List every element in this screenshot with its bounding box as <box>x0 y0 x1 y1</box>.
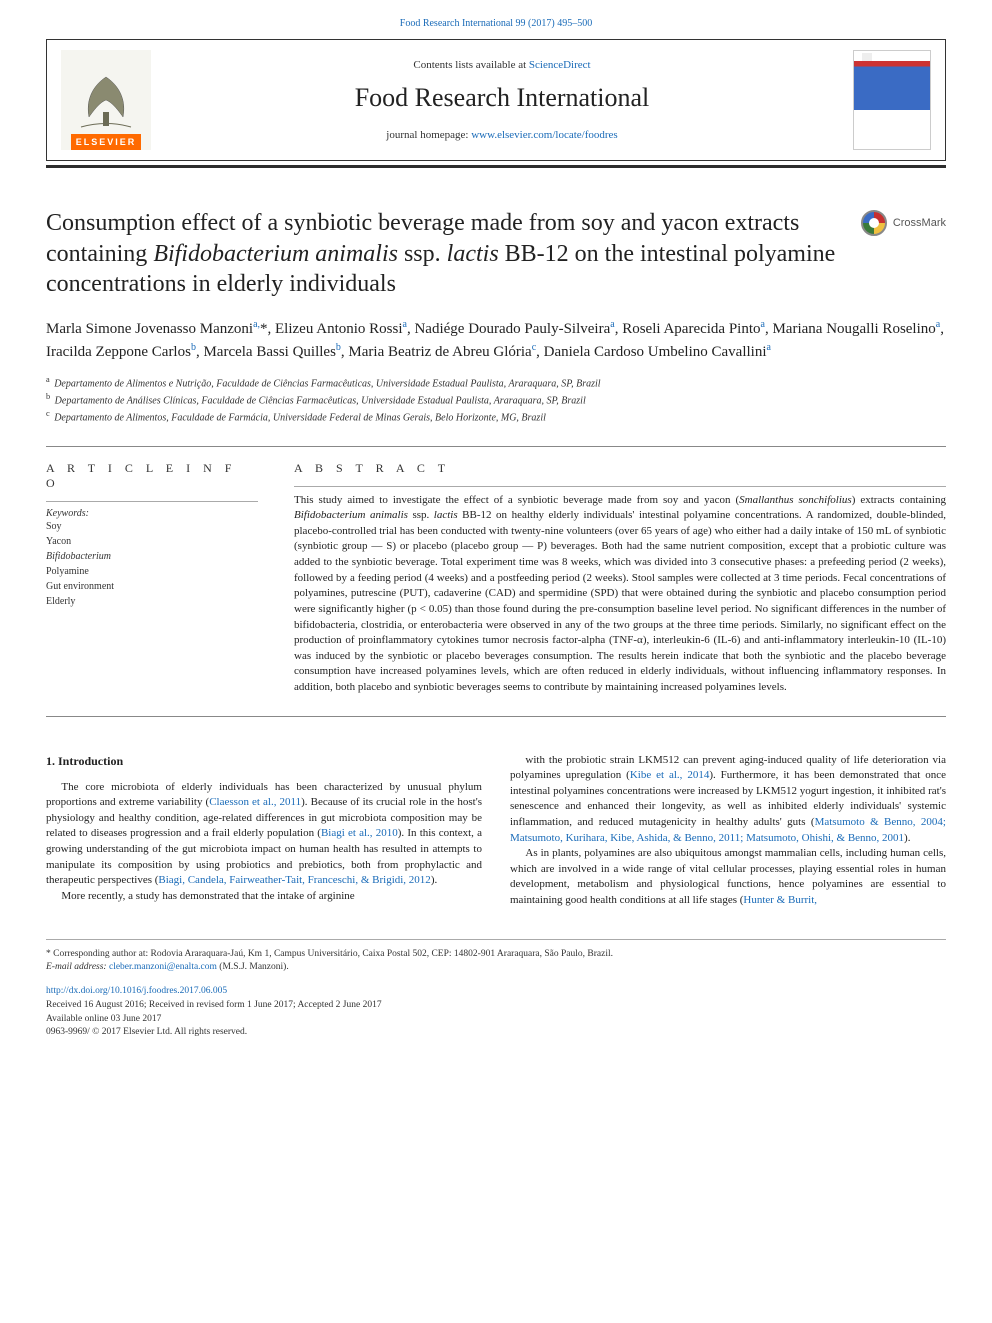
body-columns: 1. Introduction The core microbiota of e… <box>46 753 946 909</box>
article-info: A R T I C L E I N F O Keywords: Soy Yaco… <box>46 461 258 696</box>
affiliations: a Departamento de Alimentos e Nutrição, … <box>46 374 946 426</box>
keywords-list: Soy Yacon Bifidobacterium Polyamine Gut … <box>46 519 258 609</box>
elsevier-logo: ELSEVIER <box>61 50 151 150</box>
intro-para-1: The core microbiota of elderly individua… <box>46 780 482 889</box>
journal-homepage-link[interactable]: www.elsevier.com/locate/foodres <box>471 129 618 141</box>
keyword: Yacon <box>46 534 258 549</box>
doi-link[interactable]: http://dx.doi.org/10.1016/j.foodres.2017… <box>46 986 227 996</box>
crossmark-icon <box>861 210 887 236</box>
affiliation-b: b Departamento de Análises Clínicas, Fac… <box>46 391 946 408</box>
title-part-3: ssp. <box>398 241 447 267</box>
corresponding-author: * Corresponding author at: Rodovia Arara… <box>46 948 946 962</box>
available-line: Available online 03 June 2017 <box>46 1013 946 1027</box>
contents-line: Contents lists available at ScienceDirec… <box>165 59 839 71</box>
elsevier-wordmark: ELSEVIER <box>71 134 142 150</box>
abstract-text: This study aimed to investigate the effe… <box>294 486 946 696</box>
journal-header: ELSEVIER Contents lists available at Sci… <box>46 39 946 161</box>
email-link[interactable]: cleber.manzoni@enalta.com <box>109 962 217 972</box>
authors-list: Marla Simone Jovenasso Manzonia,*, Elize… <box>46 318 946 364</box>
crossmark-label: CrossMark <box>893 217 946 229</box>
body-right-col: with the probiotic strain LKM512 can pre… <box>510 753 946 909</box>
homepage-prefix: journal homepage: <box>386 129 471 141</box>
section-rule-bottom <box>46 716 946 717</box>
affil-text: Departamento de Análises Clínicas, Facul… <box>55 395 586 406</box>
intro-para-4: As in plants, polyamines are also ubiqui… <box>510 846 946 908</box>
title-italic-1: Bifidobacterium animalis <box>153 241 398 267</box>
header-rule <box>46 165 946 168</box>
keyword: Bifidobacterium <box>46 549 258 564</box>
keywords-heading: Keywords: <box>46 501 258 519</box>
body-left-col: 1. Introduction The core microbiota of e… <box>46 753 482 909</box>
affil-text: Departamento de Alimentos, Faculdade de … <box>54 413 546 424</box>
info-abstract-row: A R T I C L E I N F O Keywords: Soy Yaco… <box>46 461 946 696</box>
introduction-heading: 1. Introduction <box>46 753 482 770</box>
article-info-label: A R T I C L E I N F O <box>46 461 258 491</box>
copyright-line: 0963-9969/ © 2017 Elsevier Ltd. All righ… <box>46 1026 946 1040</box>
sciencedirect-link[interactable]: ScienceDirect <box>529 59 591 71</box>
intro-para-3: with the probiotic strain LKM512 can pre… <box>510 753 946 847</box>
email-label: E-mail address: <box>46 962 109 972</box>
footer: * Corresponding author at: Rodovia Arara… <box>46 939 946 1041</box>
journal-cover-thumbnail <box>853 50 931 150</box>
article-head: CrossMark Consumption effect of a synbio… <box>46 208 946 426</box>
crossmark-badge[interactable]: CrossMark <box>861 210 946 236</box>
abstract-label: A B S T R A C T <box>294 461 946 476</box>
section-rule-top <box>46 446 946 447</box>
journal-name: Food Research International <box>165 83 839 113</box>
received-line: Received 16 August 2016; Received in rev… <box>46 999 946 1013</box>
email-line: E-mail address: cleber.manzoni@enalta.co… <box>46 961 946 975</box>
affil-sup: c <box>46 409 50 418</box>
title-italic-2: lactis <box>447 241 499 267</box>
header-center: Contents lists available at ScienceDirec… <box>165 59 839 141</box>
affiliation-a: a Departamento de Alimentos e Nutrição, … <box>46 374 946 391</box>
keyword: Polyamine <box>46 564 258 579</box>
affil-sup: b <box>46 392 50 401</box>
keyword: Elderly <box>46 594 258 609</box>
keyword: Soy <box>46 519 258 534</box>
affil-text: Departamento de Alimentos e Nutrição, Fa… <box>54 378 600 389</box>
homepage-line: journal homepage: www.elsevier.com/locat… <box>165 129 839 141</box>
keyword: Gut environment <box>46 579 258 594</box>
affiliation-c: c Departamento de Alimentos, Faculdade d… <box>46 408 946 425</box>
contents-prefix: Contents lists available at <box>413 59 528 71</box>
affil-sup: a <box>46 375 50 384</box>
elsevier-tree-icon <box>71 72 141 134</box>
intro-para-2: More recently, a study has demonstrated … <box>46 889 482 905</box>
email-suffix: (M.S.J. Manzoni). <box>217 962 289 972</box>
citation-link[interactable]: Food Research International 99 (2017) 49… <box>0 0 992 39</box>
abstract: A B S T R A C T This study aimed to inve… <box>294 461 946 696</box>
article-title: Consumption effect of a synbiotic bevera… <box>46 208 836 300</box>
page: Food Research International 99 (2017) 49… <box>0 0 992 1040</box>
